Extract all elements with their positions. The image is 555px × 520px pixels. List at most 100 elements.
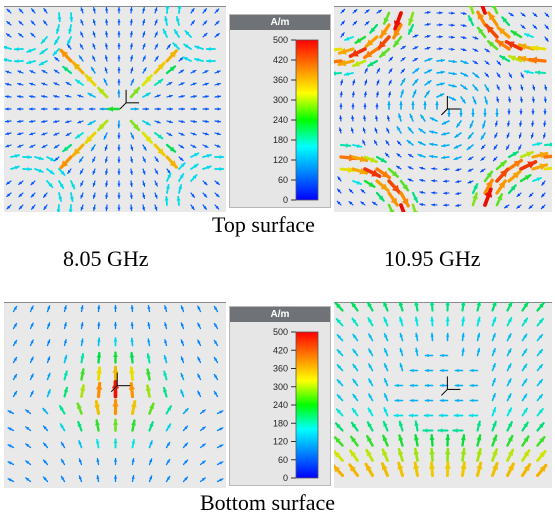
current-vector bbox=[496, 26, 511, 39]
current-vector bbox=[78, 55, 84, 62]
current-vector bbox=[518, 132, 522, 139]
current-vector bbox=[363, 167, 382, 178]
current-vector bbox=[113, 474, 118, 483]
current-vector bbox=[190, 94, 198, 99]
current-vector bbox=[71, 143, 85, 157]
current-vector bbox=[166, 107, 174, 111]
current-vector bbox=[475, 461, 483, 478]
current-vector bbox=[41, 132, 48, 136]
current-vector bbox=[53, 144, 60, 149]
current-vector bbox=[521, 333, 528, 342]
current-vector bbox=[392, 23, 403, 40]
current-vector bbox=[130, 144, 134, 151]
current-vector bbox=[387, 203, 395, 212]
current-vector bbox=[494, 38, 511, 51]
current-vector bbox=[467, 15, 475, 27]
current-vector bbox=[129, 366, 135, 381]
current-vector bbox=[460, 96, 466, 104]
current-vector bbox=[429, 130, 438, 134]
current-vector bbox=[443, 191, 450, 195]
current-vector bbox=[521, 435, 530, 447]
current-vector bbox=[63, 339, 67, 347]
current-vector bbox=[348, 188, 354, 194]
current-vector bbox=[456, 120, 462, 128]
current-vector bbox=[166, 120, 173, 124]
current-vector bbox=[398, 302, 404, 312]
current-vector bbox=[78, 156, 84, 163]
current-vector bbox=[531, 163, 549, 171]
current-vector bbox=[154, 55, 159, 62]
current-vector bbox=[214, 32, 220, 38]
current-vector bbox=[29, 356, 34, 364]
current-vector bbox=[78, 475, 83, 483]
current-vector bbox=[216, 410, 224, 415]
current-vector bbox=[39, 48, 48, 55]
current-vector bbox=[129, 168, 134, 176]
current-vector bbox=[129, 6, 133, 14]
current-vector bbox=[202, 192, 208, 198]
current-vector bbox=[491, 362, 496, 372]
current-vector bbox=[43, 204, 48, 211]
current-vector bbox=[476, 434, 482, 447]
current-vector bbox=[460, 302, 466, 312]
current-vector bbox=[506, 132, 510, 139]
current-vector bbox=[202, 8, 208, 14]
current-vector bbox=[338, 127, 343, 134]
current-vector bbox=[352, 79, 356, 86]
current-vector bbox=[142, 31, 146, 38]
current-vector bbox=[476, 332, 481, 342]
current-vector bbox=[153, 61, 166, 75]
current-vector bbox=[80, 338, 84, 347]
current-vector bbox=[506, 448, 515, 462]
current-vector bbox=[162, 386, 168, 398]
current-vector bbox=[364, 462, 375, 478]
current-vector bbox=[194, 45, 204, 50]
current-vector bbox=[56, 204, 61, 212]
current-vector bbox=[351, 317, 359, 327]
current-vector bbox=[521, 348, 528, 357]
current-vector bbox=[202, 32, 208, 38]
current-vector bbox=[180, 322, 185, 330]
current-vector bbox=[480, 144, 486, 150]
current-vector bbox=[383, 407, 389, 417]
current-vector bbox=[141, 6, 146, 14]
current-vector bbox=[398, 434, 404, 447]
current-vector bbox=[454, 383, 464, 388]
current-vector bbox=[18, 192, 24, 198]
current-vector bbox=[453, 144, 462, 149]
current-vector bbox=[375, 91, 380, 98]
current-vector bbox=[367, 59, 379, 68]
current-vector bbox=[385, 140, 390, 146]
current-vector bbox=[424, 57, 433, 62]
current-vector bbox=[494, 120, 499, 127]
current-vector bbox=[506, 378, 512, 387]
current-vector bbox=[166, 168, 171, 175]
current-vector bbox=[129, 204, 133, 212]
current-vector bbox=[424, 46, 431, 50]
current-vector bbox=[46, 372, 51, 381]
current-vector bbox=[154, 31, 158, 38]
current-vector bbox=[53, 69, 60, 74]
current-vector bbox=[63, 370, 68, 381]
current-vector bbox=[368, 378, 374, 387]
current-vector bbox=[13, 47, 24, 52]
current-vector bbox=[46, 180, 54, 189]
current-vector bbox=[90, 66, 96, 74]
current-vector bbox=[429, 117, 438, 122]
current-vector bbox=[406, 139, 414, 146]
current-vector bbox=[40, 36, 48, 45]
current-vector bbox=[164, 15, 169, 26]
current-vector bbox=[214, 70, 221, 74]
current-vector bbox=[79, 43, 84, 50]
current-vector bbox=[58, 192, 63, 202]
current-vector bbox=[339, 143, 352, 148]
current-vector bbox=[80, 368, 85, 381]
current-vector bbox=[382, 434, 389, 447]
current-vector bbox=[41, 69, 48, 74]
current-vector bbox=[180, 356, 185, 364]
current-vector bbox=[130, 337, 134, 347]
current-vector bbox=[63, 354, 68, 364]
current-vector bbox=[154, 7, 158, 14]
current-vector bbox=[7, 461, 15, 466]
current-vector bbox=[84, 131, 97, 145]
